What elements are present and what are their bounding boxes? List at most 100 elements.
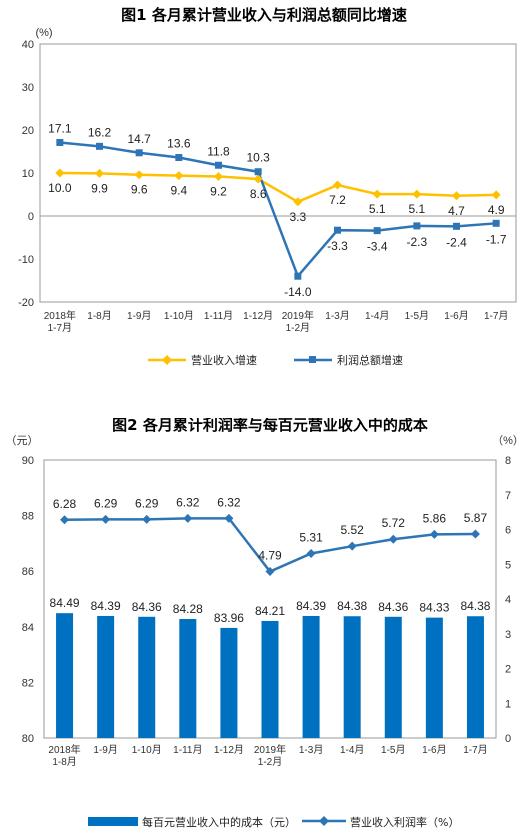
x-tick-label: 1-11月 — [204, 310, 233, 322]
cost-data-label: 84.39 — [91, 599, 121, 613]
margin-data-label: 5.72 — [382, 516, 406, 530]
left-y-tick-label: 90 — [22, 455, 34, 467]
x-tick-label: 2019年 — [254, 743, 286, 756]
profit-data-label: 10.3 — [246, 151, 270, 165]
revenue-data-label: 9.9 — [91, 181, 108, 195]
profit-point — [294, 272, 302, 280]
revenue-point — [452, 191, 461, 201]
margin-data-label: 6.32 — [176, 495, 200, 509]
legend-profit-label: 利润总额增速 — [337, 353, 403, 367]
profit-data-label: -1.7 — [486, 232, 507, 246]
revenue-point — [134, 170, 144, 180]
right-y-tick-label: 1 — [505, 698, 511, 710]
chart-2-right-unit: （%） — [492, 434, 524, 447]
x-tick-label: 1-4月 — [340, 744, 364, 756]
x-tick-label: 1-8月 — [87, 310, 111, 322]
margin-point — [470, 529, 480, 539]
x-tick-label: 1-7月 — [48, 322, 72, 334]
x-tick-label: 2018年 — [44, 309, 76, 322]
cost-data-label: 83.96 — [214, 611, 244, 625]
revenue-data-label: 3.3 — [289, 210, 306, 224]
revenue-point — [55, 168, 65, 178]
profit-data-label: 17.1 — [48, 121, 72, 135]
margin-point — [224, 513, 234, 523]
profit-point — [334, 226, 341, 234]
y-tick-label: -20 — [18, 297, 34, 309]
profit-point — [56, 138, 64, 146]
revenue-point — [293, 197, 303, 207]
right-y-tick-label: 2 — [505, 664, 511, 676]
chart-2-left-unit: （元） — [6, 434, 39, 447]
cost-data-label: 84.36 — [132, 600, 162, 614]
margin-line — [64, 517, 476, 574]
x-tick-label: 1-9月 — [127, 310, 151, 322]
margin-point — [60, 515, 70, 525]
chart-1-title: 图1 各月累计营业收入与利润总额同比增速 — [121, 6, 407, 24]
revenue-growth-line — [59, 171, 497, 204]
profit-point — [96, 142, 103, 150]
x-tick-label: 1-4月 — [365, 310, 389, 322]
legend-cost-label: 每百元营业收入中的成本（元） — [142, 815, 296, 829]
revenue-point — [412, 189, 422, 199]
right-y-tick-label: 0 — [505, 733, 511, 745]
x-tick-label: 1-7月 — [484, 310, 508, 322]
x-tick-label: 1-5月 — [405, 310, 429, 322]
revenue-data-label: 10.0 — [48, 181, 72, 195]
margin-data-label: 6.29 — [94, 496, 118, 510]
margin-data-label: 5.52 — [341, 523, 365, 537]
profit-data-label: 14.7 — [127, 132, 151, 146]
margin-data-label: 5.87 — [464, 511, 488, 525]
margin-data-label: 6.32 — [217, 495, 241, 509]
revenue-data-label: 4.7 — [448, 204, 465, 218]
x-tick-label: 1-3月 — [325, 310, 349, 322]
cost-data-label: 84.33 — [419, 601, 449, 615]
revenue-data-label: 9.4 — [170, 184, 187, 198]
profit-data-label: 11.8 — [207, 144, 230, 158]
x-tick-label: 1-2月 — [258, 756, 282, 768]
chart-2-cost-and-margin: 图2 各月累计利润率与每百元营业收入中的成本 （元） （%） 908886848… — [6, 418, 524, 829]
profit-data-label: 13.6 — [167, 137, 191, 151]
x-tick-label: 1-10月 — [132, 744, 162, 756]
revenue-data-label: 5.1 — [408, 202, 425, 216]
legend-margin-marker — [319, 816, 329, 826]
right-y-tick-label: 4 — [505, 594, 511, 606]
cost-bar — [138, 616, 156, 738]
cost-bar — [97, 615, 115, 738]
profit-data-label: 16.2 — [88, 125, 112, 139]
x-tick-label: 1-3月 — [299, 744, 323, 756]
revenue-point — [491, 190, 501, 200]
margin-point — [306, 548, 316, 558]
plot-frame — [39, 43, 517, 303]
profit-growth-line — [59, 141, 497, 279]
chart-1-growth-lines: 图1 各月累计营业收入与利润总额同比增速 (%) 40 30 20 10 0 -10 -20… — [18, 6, 517, 367]
cost-bar — [384, 616, 402, 738]
revenue-point — [214, 171, 223, 181]
profit-point — [413, 222, 421, 230]
cost-bar — [302, 615, 320, 738]
margin-data-label: 5.86 — [423, 511, 447, 525]
cost-data-label: 84.49 — [50, 596, 80, 610]
legend-revenue-marker — [162, 355, 172, 365]
margin-point — [183, 513, 193, 523]
revenue-data-label: 8.6 — [250, 187, 267, 201]
y-tick-label: 10 — [22, 168, 34, 180]
revenue-point — [95, 168, 104, 178]
cost-bar — [220, 627, 238, 738]
revenue-point — [253, 174, 263, 184]
cost-data-label: 84.28 — [173, 602, 203, 616]
right-y-tick-label: 3 — [505, 629, 511, 641]
y-tick-label: 30 — [22, 82, 34, 94]
right-y-tick-label: 7 — [505, 490, 511, 502]
cost-bar — [466, 616, 484, 738]
revenue-point — [372, 189, 382, 199]
y-tick-label: 40 — [22, 39, 34, 51]
x-tick-label: 1-11月 — [173, 744, 202, 756]
profit-point — [175, 154, 183, 162]
margin-point — [429, 529, 439, 539]
right-y-tick-label: 6 — [505, 525, 511, 537]
left-y-tick-label: 82 — [22, 677, 34, 689]
x-tick-label: 1-6月 — [444, 310, 468, 322]
revenue-point — [333, 180, 342, 190]
revenue-data-label: 5.1 — [369, 202, 386, 216]
cost-bar — [56, 613, 74, 738]
